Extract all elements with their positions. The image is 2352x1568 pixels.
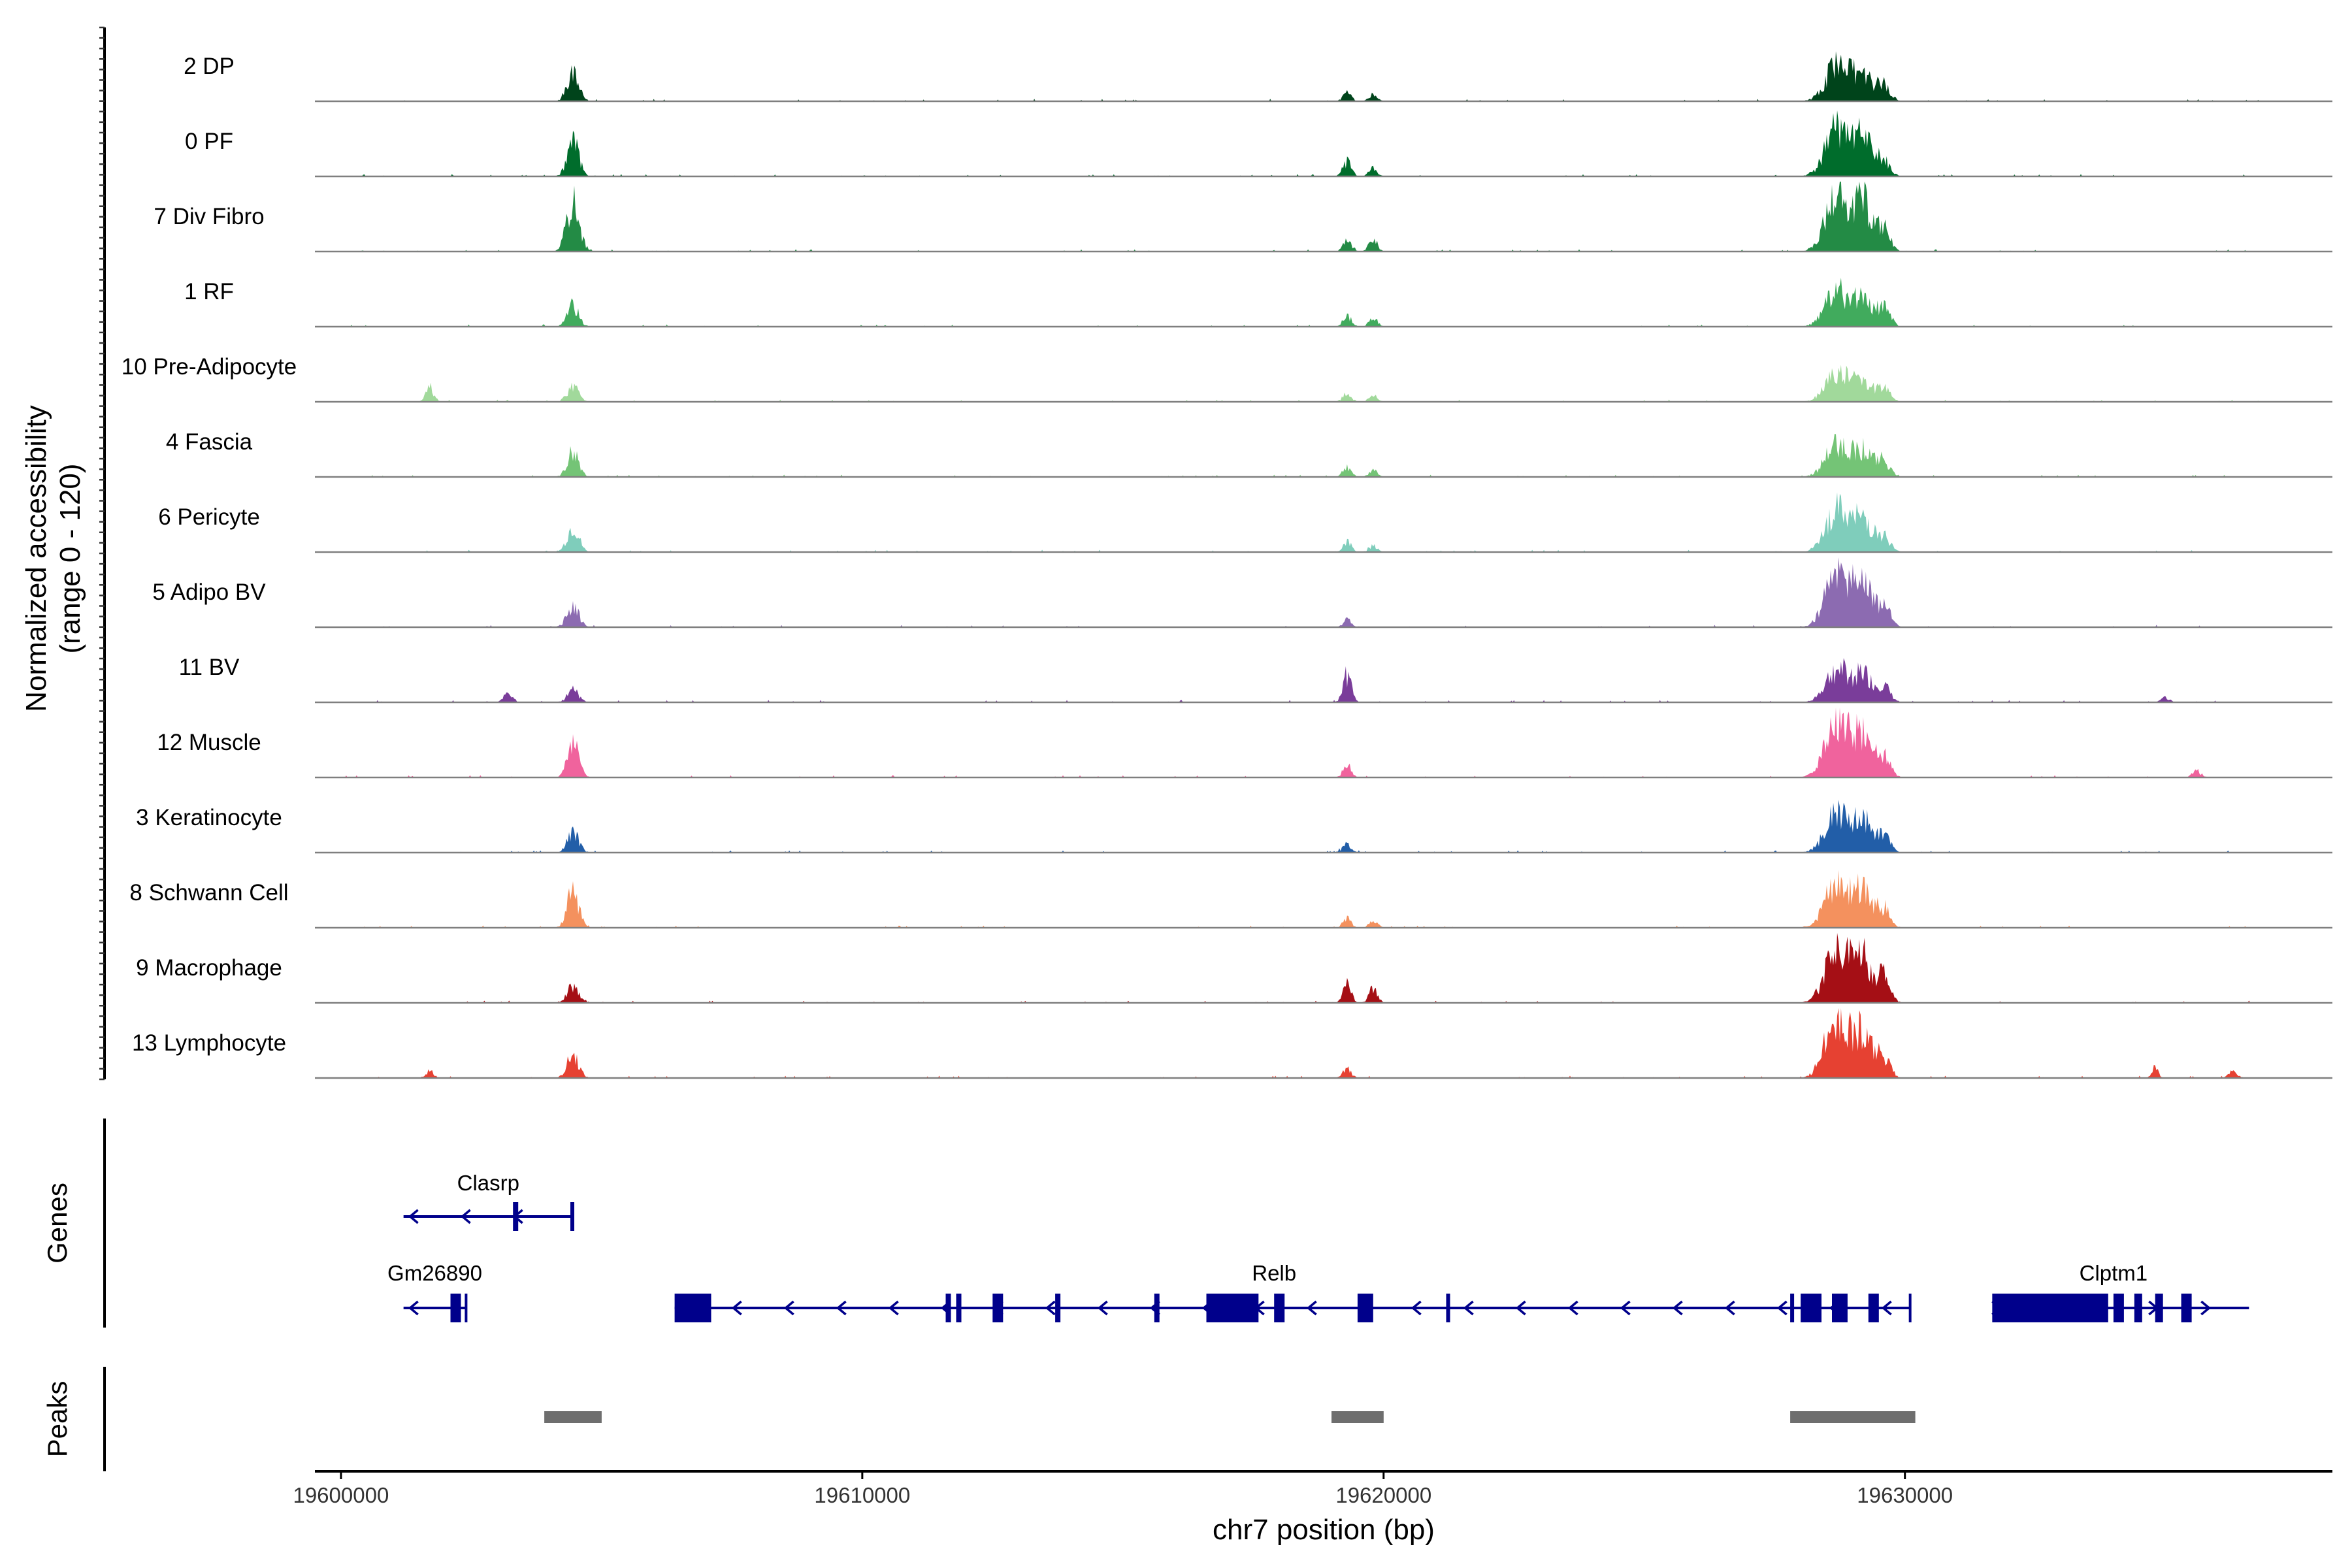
strand-arrow xyxy=(888,1300,899,1316)
strand-arrow xyxy=(460,1209,471,1224)
gene-exon xyxy=(513,1202,519,1231)
gene-exon xyxy=(450,1294,461,1322)
coverage-area xyxy=(315,1008,2260,1078)
gene-exon xyxy=(1832,1294,1848,1322)
x-tick-label: 19620000 xyxy=(1335,1483,1431,1507)
x-tick-label: 19610000 xyxy=(814,1483,910,1507)
gene-label: Clasrp xyxy=(457,1171,519,1195)
track-label: 3 Keratinocyte xyxy=(136,805,282,830)
gene-exon xyxy=(2181,1294,2192,1322)
gene-exon xyxy=(1274,1294,1285,1322)
gene-exon xyxy=(1206,1294,1259,1322)
x-tick-label: 19630000 xyxy=(1857,1483,1953,1507)
gene-exon xyxy=(1357,1294,1373,1322)
gene-exon xyxy=(2113,1294,2124,1322)
track-label: 2 DP xyxy=(184,54,235,79)
track-label: 8 Schwann Cell xyxy=(129,880,288,906)
gene-label: Clptm1 xyxy=(2080,1261,2148,1285)
y-axis-title-line2: (range 0 - 120) xyxy=(54,463,86,653)
strand-arrow xyxy=(731,1300,742,1316)
peaks-panel-title: Peaks xyxy=(42,1381,73,1458)
gene-exon xyxy=(956,1294,962,1322)
track-label: 4 Fascia xyxy=(166,429,253,455)
gene-exon xyxy=(1055,1294,1061,1322)
strand-arrow xyxy=(836,1300,847,1316)
peak-region xyxy=(1790,1411,1916,1423)
track-label: 11 BV xyxy=(179,655,240,680)
gene-exon xyxy=(945,1294,951,1322)
peak-region xyxy=(1331,1411,1384,1423)
track-label: 6 Pericyte xyxy=(158,504,260,530)
track-label: 12 Muscle xyxy=(157,730,261,755)
gene-label: Gm26890 xyxy=(387,1261,482,1285)
x-axis-title: chr7 position (bp) xyxy=(1213,1514,1435,1546)
strand-arrow xyxy=(408,1300,419,1316)
gene-exon xyxy=(2134,1294,2142,1322)
gene-exon xyxy=(1993,1294,2108,1322)
track-label: 13 Lymphocyte xyxy=(132,1030,286,1056)
strand-arrow xyxy=(1045,1300,1056,1316)
peak-region xyxy=(544,1411,602,1423)
strand-arrow xyxy=(1724,1300,1735,1316)
gene-exon xyxy=(2155,1294,2163,1322)
strand-arrow xyxy=(1306,1300,1317,1316)
track-label: 1 RF xyxy=(184,279,234,304)
strand-arrow xyxy=(1097,1300,1108,1316)
genes-panel-title: Genes xyxy=(42,1183,73,1264)
y-tick-ruler xyxy=(99,26,106,1081)
strand-arrow xyxy=(1463,1300,1474,1316)
track-label: 0 PF xyxy=(185,129,233,154)
strand-arrow xyxy=(1672,1300,1683,1316)
strand-arrow xyxy=(1620,1300,1631,1316)
gene-exon xyxy=(1790,1294,1795,1322)
gene-exon xyxy=(1446,1294,1450,1322)
coverage-tracks: 2 DP 0 PF 7 Div Fibro 1 RF 10 Pre-Adipocyte 4… xyxy=(122,51,2332,1079)
y-axis-title-line1: Normalized accessibility xyxy=(20,405,52,711)
coverage-area xyxy=(315,110,2260,176)
strand-arrow xyxy=(1567,1300,1578,1316)
track-label: 10 Pre-Adipocyte xyxy=(122,354,297,380)
strand-arrow xyxy=(783,1300,794,1316)
coverage-area xyxy=(315,51,2260,101)
strand-arrow xyxy=(1776,1300,1788,1316)
gene-label: Relb xyxy=(1252,1261,1296,1285)
gene-exon xyxy=(992,1294,1004,1322)
peak-regions xyxy=(544,1411,1916,1423)
coverage-area xyxy=(315,557,2260,627)
gene-exon xyxy=(674,1294,711,1322)
strand-arrow xyxy=(408,1209,419,1224)
strand-arrow xyxy=(1411,1300,1422,1316)
gene-exon xyxy=(1868,1294,1879,1322)
x-axis-ticks: 19600000 19610000 19620000 19630000 xyxy=(293,1471,1953,1507)
strand-arrow xyxy=(1881,1300,1892,1316)
track-label: 7 Div Fibro xyxy=(154,204,264,229)
coverage-area xyxy=(315,658,2260,702)
strand-arrow xyxy=(1515,1300,1526,1316)
gene-exon xyxy=(570,1202,574,1231)
coverage-area xyxy=(315,434,2260,477)
gene-exon xyxy=(1801,1294,1821,1322)
x-tick-label: 19600000 xyxy=(293,1483,389,1507)
gene-annotations: Clasrp Gm26890 Relb Clptm1 xyxy=(387,1171,2249,1322)
gene-exon xyxy=(1154,1294,1160,1322)
track-label: 5 Adipo BV xyxy=(152,580,266,605)
track-label: 9 Macrophage xyxy=(136,955,282,981)
strand-arrow xyxy=(2200,1300,2212,1316)
